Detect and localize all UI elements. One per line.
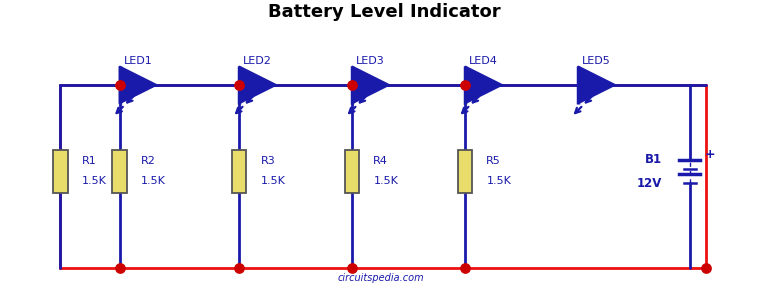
Text: circuitspedia.com: circuitspedia.com [337, 273, 424, 283]
Text: 1.5K: 1.5K [141, 176, 166, 186]
Point [700, 265, 713, 270]
Bar [112, 150, 127, 193]
Text: R3: R3 [260, 156, 275, 166]
Text: LED2: LED2 [243, 56, 272, 66]
Bar [458, 150, 472, 193]
Point [459, 265, 472, 270]
Polygon shape [352, 66, 389, 103]
Text: LED1: LED1 [124, 56, 153, 66]
Polygon shape [578, 66, 615, 103]
Text: LED5: LED5 [582, 56, 611, 66]
Text: +: + [704, 148, 715, 161]
Text: B1: B1 [644, 153, 662, 166]
Title: Battery Level Indicator: Battery Level Indicator [268, 3, 500, 21]
Point [114, 83, 126, 87]
Point [233, 265, 245, 270]
Text: 1.5K: 1.5K [373, 176, 399, 186]
Text: 1.5K: 1.5K [81, 176, 107, 186]
Text: 1.5K: 1.5K [260, 176, 285, 186]
Text: LED4: LED4 [469, 56, 498, 66]
Text: R4: R4 [373, 156, 389, 166]
Point [346, 265, 358, 270]
Text: LED3: LED3 [356, 56, 385, 66]
Bar [232, 150, 247, 193]
Polygon shape [120, 66, 157, 103]
Point [114, 265, 126, 270]
Point [346, 83, 358, 87]
Polygon shape [239, 66, 276, 103]
Bar [53, 150, 68, 193]
Polygon shape [465, 66, 502, 103]
Point [459, 83, 472, 87]
Text: R2: R2 [141, 156, 156, 166]
Bar [345, 150, 359, 193]
Text: R5: R5 [486, 156, 501, 166]
Point [233, 83, 245, 87]
Text: R1: R1 [81, 156, 96, 166]
Text: 12V: 12V [637, 177, 662, 190]
Text: 1.5K: 1.5K [486, 176, 511, 186]
